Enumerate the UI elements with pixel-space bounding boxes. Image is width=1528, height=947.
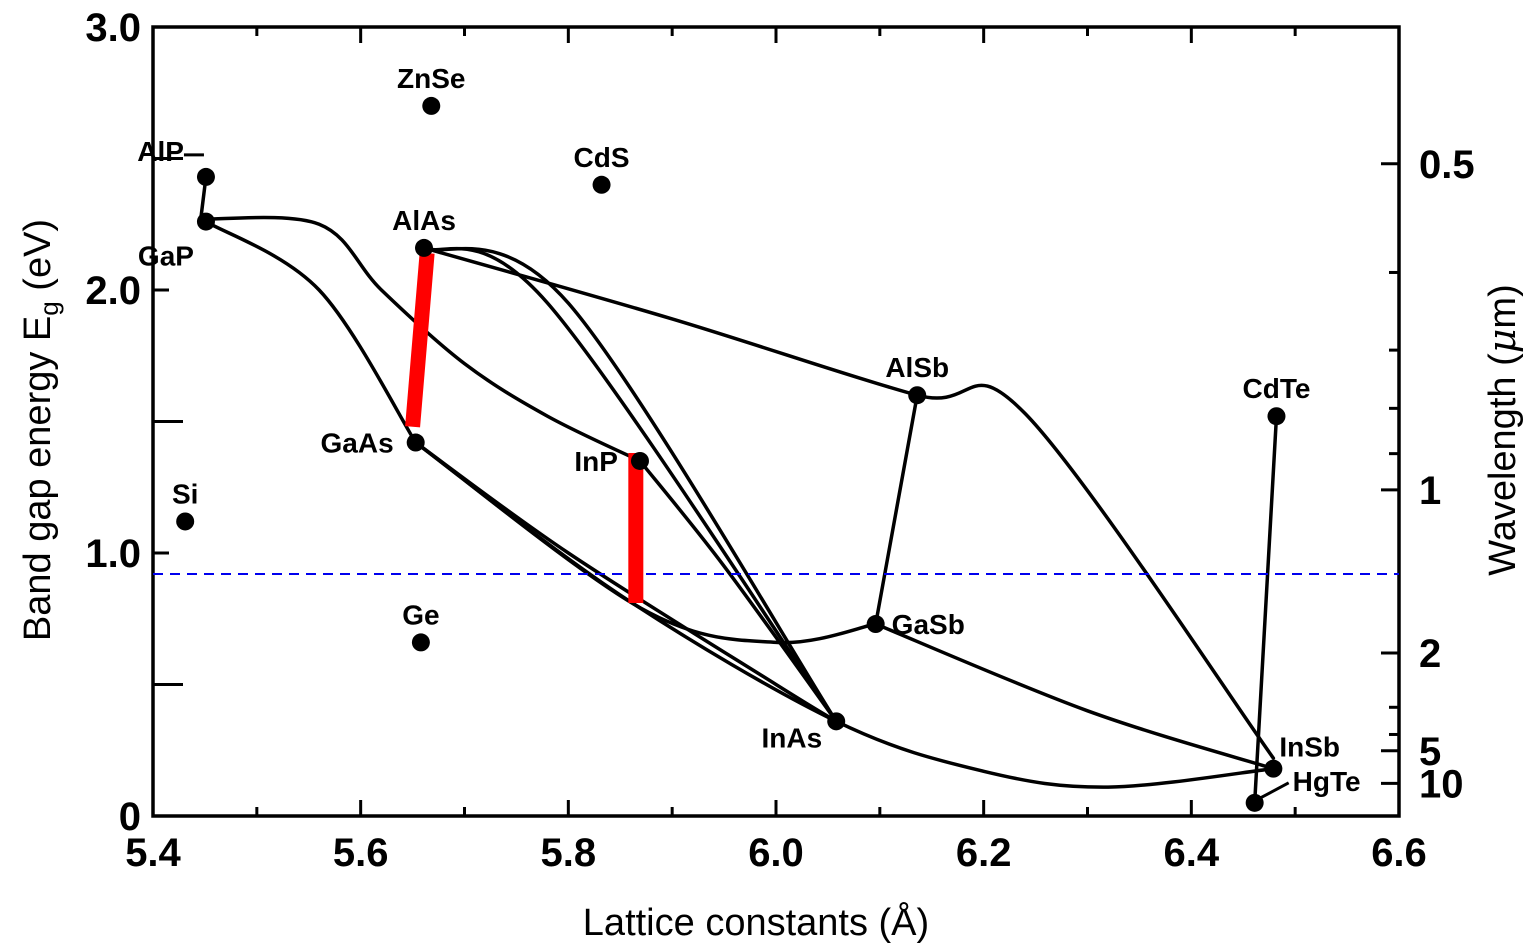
- hgte-leader-line: [1257, 781, 1290, 801]
- y2-axis-title-mu: μ: [1480, 329, 1524, 354]
- point-gasb: [866, 615, 885, 634]
- y2-axis-title-pre: Wavelength (: [1482, 353, 1524, 576]
- y2-axis-title-post: m): [1482, 284, 1524, 328]
- y-axis-title-unit: (eV): [17, 219, 59, 301]
- x-tick-label: 6.0: [748, 831, 804, 875]
- y-axis-title: Band gap energy Eg (eV): [17, 219, 64, 641]
- alloy-curves: [199, 175, 1279, 805]
- point-ge: [411, 633, 430, 652]
- alloy-curve: [204, 219, 418, 445]
- point-label-ge: Ge: [402, 599, 439, 630]
- alloy-curve: [413, 440, 1276, 789]
- y-tick-label: 2.0: [85, 269, 141, 313]
- alloy-curve: [422, 246, 1276, 760]
- y2-tick-label: 5: [1419, 730, 1441, 774]
- point-alsb: [908, 386, 927, 405]
- x-tick-label: 6.2: [956, 831, 1012, 875]
- point-label-inas: InAs: [762, 722, 823, 753]
- point-znse: [422, 96, 441, 115]
- alloy-curve: [1252, 414, 1279, 805]
- point-label-gasb: GaSb: [892, 609, 965, 640]
- point-label-hgte: HgTe: [1293, 766, 1361, 797]
- x-tick-label: 6.6: [1371, 831, 1427, 875]
- point-label-insb: InSb: [1279, 732, 1340, 763]
- point-alas: [415, 238, 434, 257]
- x-axis-title: Lattice constants (Å): [583, 900, 929, 944]
- alloy-curve: [422, 246, 838, 724]
- y-axis-title-main: Band gap energy E: [17, 316, 59, 641]
- alloy-curve: [638, 459, 838, 724]
- y2-tick-label: 1: [1419, 469, 1441, 513]
- point-cdte: [1267, 407, 1286, 426]
- point-label-gap: GaP: [138, 241, 194, 272]
- axis-ticks: [151, 25, 1401, 818]
- point-label-gaas: GaAs: [321, 428, 394, 459]
- y-axis-title-sub: g: [34, 301, 64, 315]
- y2-axis-title: Wavelength (μm): [1480, 284, 1524, 576]
- point-si: [176, 512, 195, 531]
- point-label-alas: AlAs: [392, 205, 456, 236]
- x-tick-label: 6.4: [1164, 831, 1220, 875]
- point-gaas: [406, 433, 425, 452]
- red-highlight-bar: [405, 252, 435, 428]
- point-label-si: Si: [172, 478, 198, 509]
- plot-frame: [151, 25, 1401, 818]
- material-points: AlP GaP ZnSe CdS AlAs AlSb CdTe GaAs InP Si Ge GaSb…: [137, 63, 1361, 812]
- y-tick-label: 3.0: [85, 6, 141, 50]
- point-label-alsb: AlSb: [885, 352, 949, 383]
- point-alp: [196, 167, 215, 186]
- point-gap: [196, 212, 215, 231]
- y-tick-label: 1.0: [85, 532, 141, 576]
- point-label-znse: ZnSe: [397, 63, 465, 94]
- alloy-curve: [873, 622, 1276, 771]
- alloy-curve: [413, 440, 838, 724]
- x-tick-label: 5.4: [125, 831, 181, 875]
- highlight-bars: [405, 252, 644, 603]
- point-label-inp: InP: [574, 446, 618, 477]
- point-insb: [1264, 759, 1283, 778]
- y-tick-label: 0: [119, 795, 141, 839]
- point-label-cds: CdS: [574, 142, 630, 173]
- y2-tick-label: 10: [1419, 762, 1464, 806]
- tick-labels: 5.4 5.6 5.8 6.0 6.2 6.4 6.6 0 1.0 2.0 3.0 0.5 1 2 510: [85, 6, 1474, 875]
- y2-tick-label: 2: [1419, 632, 1441, 676]
- alloy-curve: [873, 393, 919, 626]
- point-inas: [827, 712, 846, 731]
- x-tick-label: 5.8: [541, 831, 597, 875]
- point-label-alp: AlP: [137, 136, 184, 167]
- point-label-cdte: CdTe: [1243, 373, 1311, 404]
- x-tick-label: 5.6: [333, 831, 389, 875]
- y2-tick-label: 0.5: [1419, 143, 1475, 187]
- point-inp: [630, 451, 649, 470]
- point-cds: [592, 175, 611, 194]
